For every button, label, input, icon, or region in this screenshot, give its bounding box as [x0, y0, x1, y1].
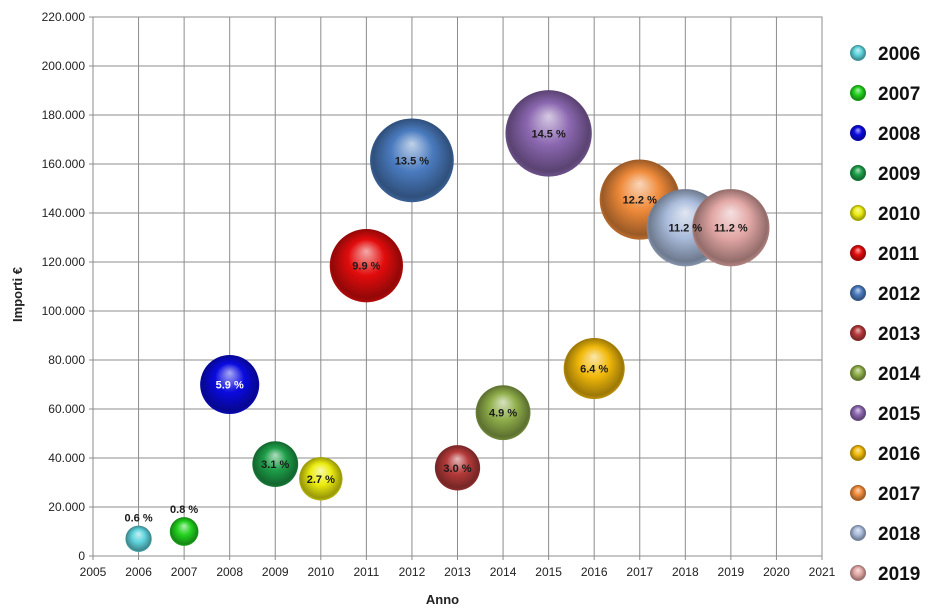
- data-label-2017: 12.2 %: [623, 195, 657, 207]
- x-tick-label: 2020: [763, 565, 790, 579]
- legend-label-2019: 2019: [878, 564, 920, 585]
- legend-marker-2009: [850, 165, 866, 181]
- legend-marker-2015: [850, 405, 866, 421]
- x-tick-label: 2011: [353, 565, 379, 579]
- bubble-2016: [563, 338, 625, 400]
- legend-label-2014: 2014: [878, 364, 921, 385]
- data-label-2012: 13.5 %: [395, 155, 429, 167]
- bubble-2010: [299, 457, 343, 501]
- x-tick-label: 2006: [125, 565, 152, 579]
- legend-label-2010: 2010: [878, 204, 920, 225]
- legend-marker-2013: [850, 325, 866, 341]
- data-label-2008: 5.9 %: [216, 380, 244, 392]
- legend-marker-2017: [850, 485, 866, 501]
- x-tick-label: 2017: [626, 565, 653, 579]
- bubbles: 0.6 % 0.8 % 5.9 % 3.1 % 2.7 % 9.9 % 13.5 % 3.0 …: [124, 90, 770, 553]
- y-tick-label: 40.000: [48, 451, 85, 465]
- x-tick-label: 2013: [444, 565, 471, 579]
- bubble-2014: [475, 385, 531, 441]
- legend-label-2012: 2012: [878, 284, 920, 305]
- x-tick-label: 2009: [262, 565, 289, 579]
- data-label-2006: 0.6 %: [124, 513, 152, 525]
- x-tick-label: 2015: [535, 565, 562, 579]
- x-tick-label: 2007: [171, 565, 198, 579]
- bubble-2008: [200, 354, 260, 415]
- data-label-2007: 0.8 %: [170, 504, 198, 516]
- bubble-2012: [370, 118, 454, 203]
- x-tick-label: 2012: [399, 565, 426, 579]
- legend-label-2013: 2013: [878, 324, 920, 345]
- x-tick-label: 2021: [809, 565, 836, 579]
- data-label-2016: 6.4 %: [580, 364, 608, 376]
- legend-label-2007: 2007: [878, 84, 920, 105]
- y-tick-label: 120.000: [42, 255, 86, 269]
- legend-marker-2019: [850, 565, 866, 581]
- bubble-2007: [169, 517, 199, 546]
- legend-marker-2018: [850, 525, 866, 541]
- x-tick-label: 2008: [216, 565, 243, 579]
- legend-label-2016: 2016: [878, 444, 920, 465]
- legend-label-2015: 2015: [878, 404, 921, 425]
- x-tick-label: 2018: [672, 565, 699, 579]
- y-tick-label: 180.000: [42, 108, 86, 122]
- y-tick-label: 140.000: [42, 206, 86, 220]
- y-tick-label: 80.000: [48, 353, 85, 367]
- y-tick-label: 200.000: [42, 59, 86, 73]
- bubble-2009: [252, 441, 299, 488]
- y-tick-label: 20.000: [48, 500, 85, 514]
- legend-marker-2012: [850, 285, 866, 301]
- legend-marker-2014: [850, 365, 866, 381]
- legend-label-2008: 2008: [878, 124, 920, 145]
- y-tick-label: 160.000: [42, 157, 86, 171]
- bubble-2011: [329, 229, 404, 303]
- bubble-2006: [125, 525, 152, 553]
- legend-label-2009: 2009: [878, 164, 920, 185]
- data-label-2019: 11.2 %: [714, 223, 748, 235]
- legend-marker-2011: [850, 245, 866, 261]
- axes: 2005 2006 2007 2008 2009 2010 2011 2012 2013 2014…: [10, 10, 836, 607]
- y-tick-label: 0: [78, 549, 85, 563]
- legend-marker-2010: [850, 205, 866, 221]
- bubble-2013: [434, 445, 481, 491]
- data-label-2010: 2.7 %: [307, 474, 335, 486]
- data-label-2015: 14.5 %: [532, 128, 566, 140]
- legend-label-2011: 2011: [878, 244, 920, 265]
- bubble-2015: [505, 90, 592, 177]
- x-tick-label: 2016: [581, 565, 608, 579]
- data-label-2009: 3.1 %: [261, 459, 289, 471]
- x-tick-label: 2014: [490, 565, 517, 579]
- x-axis-title: Anno: [426, 592, 459, 607]
- legend-marker-2006: [850, 45, 866, 61]
- bubble-2019: [692, 189, 770, 267]
- legend-label-2018: 2018: [878, 524, 920, 545]
- y-tick-label: 60.000: [48, 402, 85, 416]
- data-label-2014: 4.9 %: [489, 408, 517, 420]
- y-tick-label: 100.000: [42, 304, 86, 318]
- legend-label-2006: 2006: [878, 44, 920, 65]
- data-label-2011: 9.9 %: [352, 261, 380, 273]
- x-tick-label: 2005: [80, 565, 107, 579]
- y-axis-title: Importi €: [10, 267, 25, 322]
- legend-marker-2007: [850, 85, 866, 101]
- x-tick-label: 2010: [307, 565, 334, 579]
- legend: 2006 2007 2008 2009 2010 2011 2012 2013 2014 2015…: [850, 44, 921, 585]
- legend-marker-2008: [850, 125, 866, 141]
- x-tick-label: 2019: [718, 565, 745, 579]
- data-label-2018: 11.2 %: [668, 223, 702, 235]
- legend-label-2017: 2017: [878, 484, 920, 505]
- y-tick-label: 220.000: [42, 10, 86, 24]
- data-label-2013: 3.0 %: [443, 463, 471, 475]
- legend-marker-2016: [850, 445, 866, 461]
